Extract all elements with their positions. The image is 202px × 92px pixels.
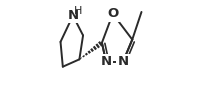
Text: O: O xyxy=(107,7,118,20)
Text: N: N xyxy=(67,9,79,22)
Text: N: N xyxy=(101,55,112,68)
Text: H: H xyxy=(74,6,82,16)
Text: N: N xyxy=(118,55,129,68)
